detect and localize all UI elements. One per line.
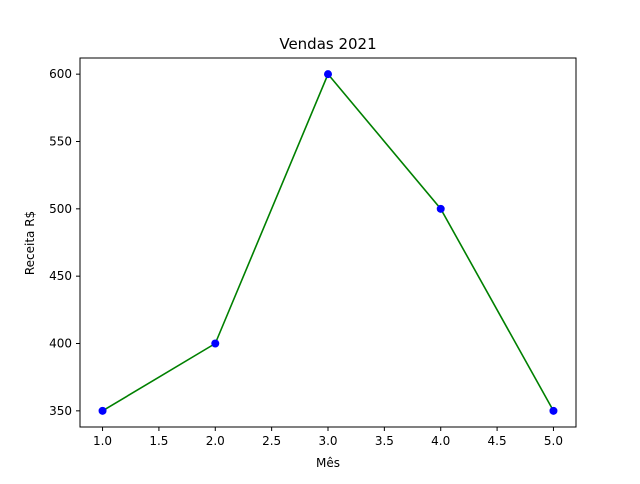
x-tick-label: 3.5 xyxy=(375,434,394,448)
data-point xyxy=(324,70,332,79)
y-axis-label: Receita R$ xyxy=(23,211,37,275)
y-tick-label: 400 xyxy=(49,337,72,351)
x-tick-label: 4.0 xyxy=(431,434,450,448)
x-tick-label: 1.0 xyxy=(93,434,112,448)
plot-frame xyxy=(79,57,577,428)
chart-title: Vendas 2021 xyxy=(279,35,376,53)
y-tick-label: 550 xyxy=(49,134,72,148)
y-tick-label: 500 xyxy=(49,202,72,216)
y-tick-label: 350 xyxy=(49,404,72,418)
x-tick-label: 4.5 xyxy=(488,434,507,448)
x-tick-label: 3.0 xyxy=(318,434,337,448)
x-tick-label: 1.5 xyxy=(149,434,168,448)
series-layer xyxy=(98,70,558,415)
data-point xyxy=(98,406,107,415)
x-tick-label: 2.5 xyxy=(262,434,281,448)
data-point xyxy=(436,204,445,213)
y-tick-label: 600 xyxy=(49,67,72,81)
data-point xyxy=(549,406,558,415)
x-axis-ticks: 1.0 1.5 2.0 2.5 3.0 3.5 4.0 4.5 5.0 xyxy=(93,427,563,448)
x-tick-label: 2.0 xyxy=(206,434,225,448)
data-point xyxy=(211,339,220,348)
y-axis-ticks: 350 400 450 500 550 600 xyxy=(49,67,80,418)
x-tick-label: 5.0 xyxy=(544,434,563,448)
x-axis-label: Mês xyxy=(316,456,340,470)
y-tick-label: 450 xyxy=(49,269,72,283)
